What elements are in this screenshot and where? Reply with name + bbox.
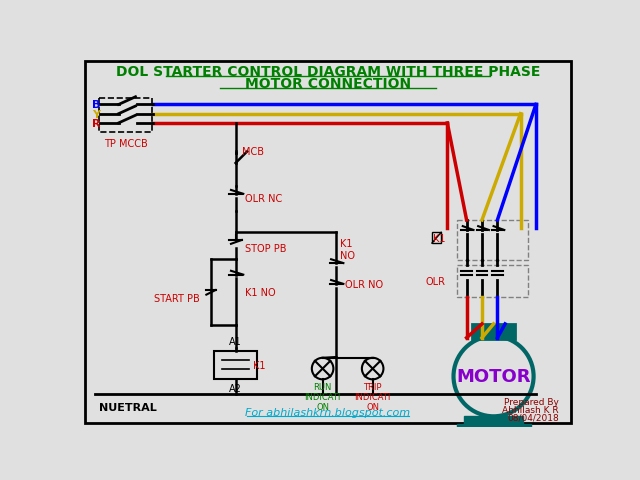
Text: DOL STARTER CONTROL DIAGRAM WITH THREE PHASE: DOL STARTER CONTROL DIAGRAM WITH THREE P… — [116, 64, 540, 78]
Text: A1: A1 — [229, 336, 242, 347]
Text: RUN
INDICATI
ON: RUN INDICATI ON — [305, 382, 340, 412]
Text: TRIP
INDICATI
ON: TRIP INDICATI ON — [355, 382, 391, 412]
Text: Prepared By: Prepared By — [504, 397, 559, 406]
Text: OLR: OLR — [425, 276, 445, 286]
Text: OLR NC: OLR NC — [245, 193, 282, 203]
Bar — [472, 324, 515, 340]
Text: K1
NO: K1 NO — [340, 239, 355, 261]
Text: OLR NO: OLR NO — [345, 279, 383, 289]
Text: B: B — [92, 100, 100, 110]
Text: R: R — [92, 119, 100, 129]
Bar — [432, 233, 441, 243]
Text: 08/04/2018: 08/04/2018 — [508, 413, 559, 421]
Text: MOTOR CONNECTION: MOTOR CONNECTION — [245, 77, 411, 91]
Bar — [99, 99, 152, 133]
Text: K1 NO: K1 NO — [245, 287, 275, 297]
Text: TP MCCB: TP MCCB — [104, 139, 147, 149]
Text: START PB: START PB — [154, 293, 200, 303]
Text: Y: Y — [92, 109, 100, 120]
Bar — [458, 220, 528, 261]
Bar — [464, 417, 523, 424]
Text: MOTOR: MOTOR — [456, 368, 531, 385]
Text: A2: A2 — [229, 384, 242, 394]
Bar — [214, 351, 257, 379]
Text: STOP PB: STOP PB — [245, 243, 286, 253]
Text: K1: K1 — [253, 360, 265, 370]
Text: NUETRAL: NUETRAL — [99, 402, 156, 412]
Bar — [458, 265, 528, 297]
Text: For abhilashkrn.blogspot.com: For abhilashkrn.blogspot.com — [245, 408, 411, 418]
Text: Abhilash K R: Abhilash K R — [502, 405, 559, 414]
Text: MCB: MCB — [242, 146, 264, 156]
Text: K1: K1 — [433, 233, 445, 243]
Bar — [456, 424, 531, 430]
